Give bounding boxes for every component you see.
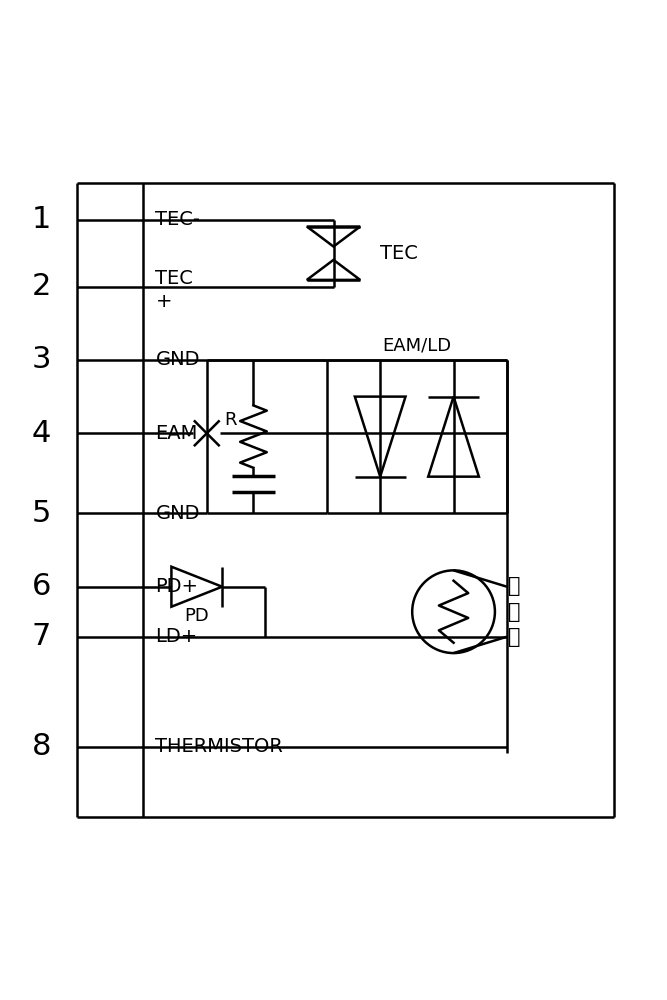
Text: EAM: EAM	[155, 424, 198, 443]
Text: 3: 3	[31, 345, 51, 374]
Text: 2: 2	[31, 272, 51, 301]
Text: TEC: TEC	[155, 269, 193, 288]
Text: LD+: LD+	[155, 627, 197, 646]
Text: 1: 1	[31, 205, 51, 234]
Text: PD: PD	[184, 607, 209, 625]
Text: 5: 5	[31, 499, 51, 528]
Text: 热: 热	[508, 576, 521, 596]
Text: EAM/LD: EAM/LD	[382, 337, 452, 355]
Text: 6: 6	[31, 572, 51, 601]
Text: THERMISTOR: THERMISTOR	[155, 737, 283, 756]
Text: 8: 8	[31, 732, 51, 761]
Text: TEC-: TEC-	[155, 210, 200, 229]
Text: TEC: TEC	[380, 244, 418, 263]
Text: 7: 7	[31, 622, 51, 651]
Text: 偶: 偶	[508, 627, 521, 647]
Text: GND: GND	[155, 350, 200, 369]
Text: PD+: PD+	[155, 577, 198, 596]
Text: +: +	[155, 292, 172, 311]
Text: GND: GND	[155, 504, 200, 523]
Text: R: R	[224, 411, 237, 429]
Text: 电: 电	[508, 602, 521, 622]
Text: 4: 4	[31, 419, 51, 448]
